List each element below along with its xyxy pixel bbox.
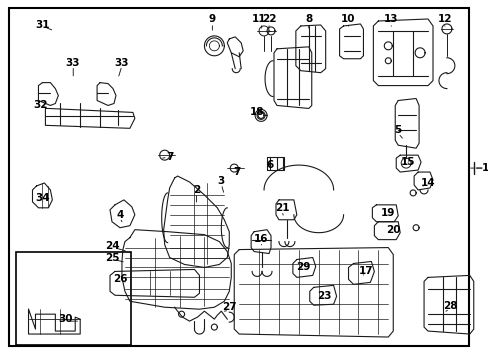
Text: 24: 24: [104, 240, 119, 251]
Text: 9: 9: [208, 14, 216, 24]
Text: 12: 12: [437, 14, 451, 24]
Text: 20: 20: [385, 225, 400, 235]
Text: 32: 32: [33, 100, 48, 111]
Text: 22: 22: [261, 14, 276, 24]
Text: 11: 11: [251, 14, 266, 24]
Text: 29: 29: [296, 262, 310, 273]
Text: 33: 33: [115, 58, 129, 68]
Bar: [16, 252, 131, 345]
Text: 5: 5: [394, 125, 401, 135]
Text: 23: 23: [317, 291, 331, 301]
Text: 27: 27: [222, 302, 236, 312]
Text: 17: 17: [358, 266, 373, 276]
Text: 1: 1: [481, 163, 488, 173]
Text: 3: 3: [217, 176, 224, 186]
Text: 21: 21: [274, 203, 288, 213]
Text: 28: 28: [442, 301, 456, 311]
Text: 25: 25: [104, 252, 119, 262]
Text: 15: 15: [400, 157, 415, 167]
Text: 4: 4: [116, 210, 123, 220]
Text: 7: 7: [233, 167, 241, 177]
Text: 33: 33: [65, 58, 80, 68]
Text: 14: 14: [420, 178, 434, 188]
Text: 10: 10: [341, 14, 355, 24]
Text: 26: 26: [112, 274, 127, 284]
Text: 31: 31: [35, 20, 50, 30]
Text: 16: 16: [253, 234, 268, 244]
Text: 34: 34: [35, 193, 50, 203]
Text: 18: 18: [249, 107, 264, 117]
Text: 19: 19: [380, 208, 395, 218]
Text: 2: 2: [192, 185, 200, 195]
Text: 30: 30: [58, 314, 72, 324]
Text: 13: 13: [383, 14, 398, 24]
Text: 8: 8: [305, 14, 312, 24]
Text: 6: 6: [266, 160, 273, 170]
Text: 7: 7: [165, 152, 173, 162]
